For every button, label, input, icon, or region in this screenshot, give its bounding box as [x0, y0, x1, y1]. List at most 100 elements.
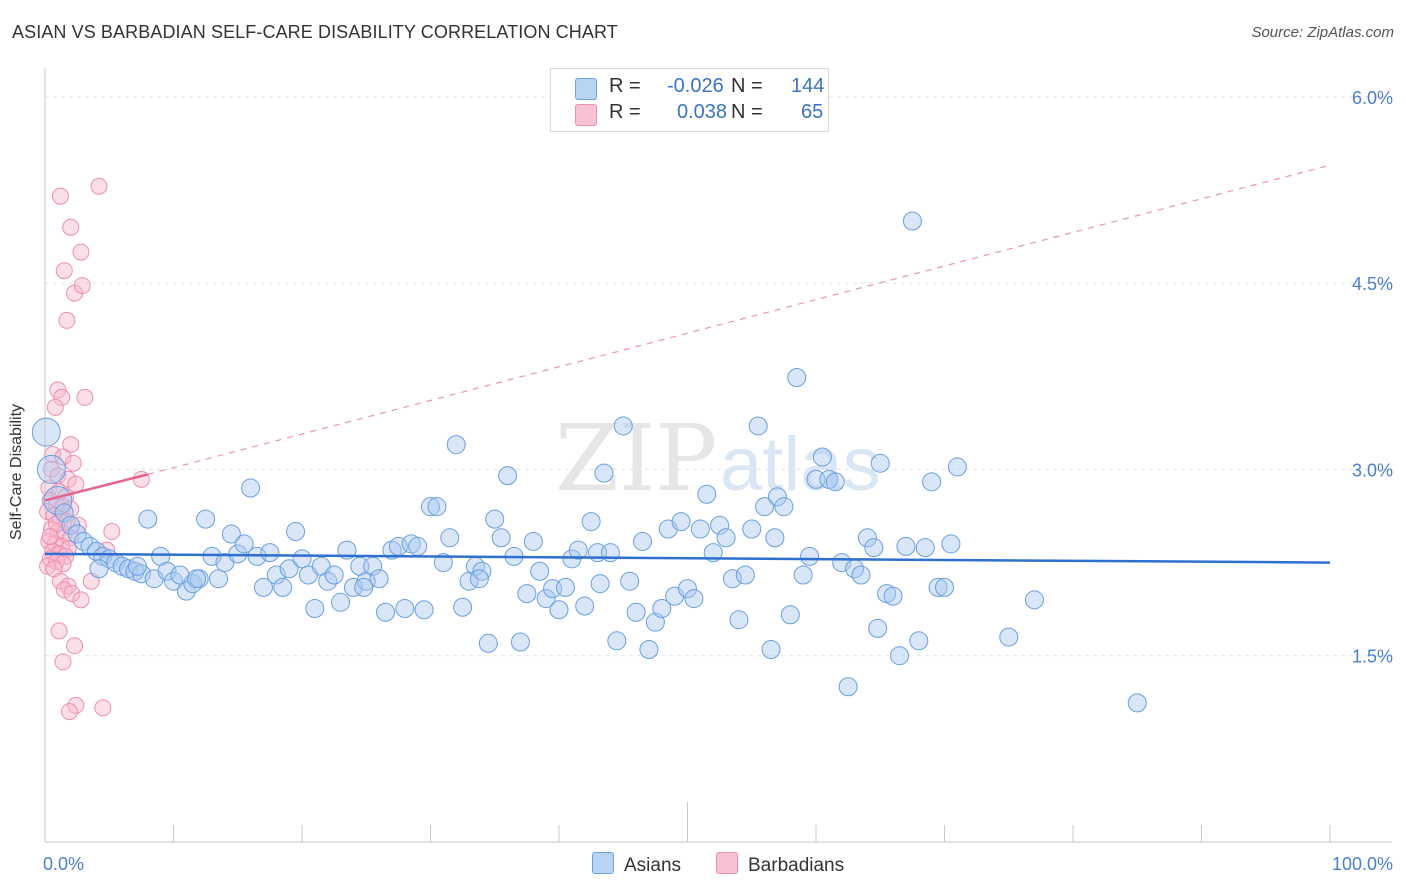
x-tick-label: 0.0% — [43, 854, 84, 874]
barbadians-points — [39, 177, 150, 721]
asian-point — [902, 211, 922, 231]
asian-point — [305, 599, 325, 619]
barbadian-point — [51, 187, 69, 205]
asian-point — [671, 512, 691, 532]
legend-n-label: N = — [731, 75, 763, 97]
asian-point — [324, 565, 344, 585]
asians-trend-line — [44, 552, 1331, 564]
asian-point — [800, 546, 820, 566]
asian-point — [729, 610, 749, 630]
series-swatch-barbadians — [716, 852, 738, 874]
series-label-asians: Asians — [624, 855, 682, 876]
asian-point — [690, 519, 710, 539]
asian-point — [498, 466, 518, 486]
barbadian-point — [46, 398, 64, 416]
tick-labels: 1.5% 3.0% 4.5% 6.0% 0.0% 100.0% — [43, 88, 1393, 874]
asian-point — [594, 463, 614, 483]
y-tick-label: 1.5% — [1352, 647, 1393, 667]
legend-n-label: N = — [731, 101, 763, 123]
barbadian-point — [67, 696, 85, 714]
y-tick-label: 6.0% — [1352, 88, 1393, 108]
asian-point — [453, 597, 473, 617]
asian-point — [684, 589, 704, 609]
asian-point — [469, 569, 489, 589]
asian-point — [421, 497, 440, 517]
asian-point — [755, 497, 775, 517]
asian-point — [440, 528, 460, 548]
asian-point — [273, 577, 293, 597]
asian-point — [253, 577, 273, 597]
asian-point — [138, 509, 158, 529]
asian-point — [446, 435, 466, 455]
correlation-legend: R = -0.026 N = 144 R = 0.038 N = 65 — [550, 68, 829, 132]
barbadian-point — [58, 311, 76, 329]
watermark-atlas: atlas — [720, 422, 881, 507]
asian-point — [812, 447, 832, 467]
asian-point — [286, 522, 306, 542]
asian-point — [870, 453, 890, 473]
legend-r-value: 0.038 — [677, 101, 728, 123]
barbadian-point — [62, 218, 80, 236]
asian-point — [633, 531, 653, 551]
x-tick-label: 100.0% — [1332, 854, 1393, 874]
asian-point — [999, 627, 1019, 647]
asian-point — [485, 509, 505, 529]
asian-point — [549, 600, 569, 620]
asian-point — [581, 512, 601, 532]
barbadian-point — [72, 243, 90, 261]
asian-point — [568, 540, 588, 560]
asian-point — [395, 599, 415, 619]
asian-point — [868, 618, 888, 638]
asian-point — [523, 531, 543, 551]
asian-point — [722, 569, 742, 589]
asian-point — [620, 571, 640, 591]
asian-point — [260, 543, 280, 563]
asian-point — [427, 497, 447, 517]
asian-point — [735, 565, 755, 585]
asian-point — [67, 524, 87, 544]
asian-point — [414, 600, 434, 620]
barbadian-point — [54, 653, 72, 671]
asian-point — [590, 574, 610, 594]
barbadian-point — [55, 581, 73, 599]
asian-point — [517, 584, 537, 604]
asian-point — [354, 577, 374, 597]
asian-point — [376, 602, 396, 622]
legend-n-value: 144 — [791, 75, 825, 97]
barbadian-point — [55, 262, 73, 280]
asian-point — [530, 561, 550, 581]
barbadian-point — [94, 699, 112, 717]
asian-point — [947, 457, 967, 477]
asian-point — [433, 553, 453, 573]
barbadian-point — [64, 454, 82, 472]
barbadian-point — [72, 591, 90, 609]
axes — [44, 68, 1392, 843]
asian-point — [825, 472, 845, 492]
asian-point — [793, 565, 813, 585]
gridlines — [45, 96, 1392, 657]
barbadian-point — [103, 523, 121, 541]
asian-point — [761, 640, 781, 659]
barbadian-point — [44, 446, 62, 464]
barbadian-point — [53, 388, 71, 406]
asian-point — [331, 592, 351, 612]
asian-point — [765, 528, 785, 548]
asian-point — [369, 569, 389, 589]
barbadian-point — [41, 527, 59, 545]
asian-point — [54, 503, 74, 523]
asian-point — [678, 579, 697, 599]
source-credit: Source: ZipAtlas.com — [1251, 24, 1394, 41]
barbadian-point — [62, 436, 80, 454]
asian-point — [716, 528, 736, 548]
series-legend-barbadians: Barbadians — [716, 852, 844, 876]
series-swatch-asians — [592, 852, 614, 874]
asian-point — [478, 633, 498, 653]
asian-point — [748, 416, 768, 436]
asian-point — [710, 515, 730, 535]
asian-point — [382, 540, 402, 560]
y-tick-label: 4.5% — [1352, 274, 1393, 294]
asian-point — [31, 417, 61, 447]
asian-point — [292, 549, 312, 569]
asians-points — [31, 211, 1147, 713]
